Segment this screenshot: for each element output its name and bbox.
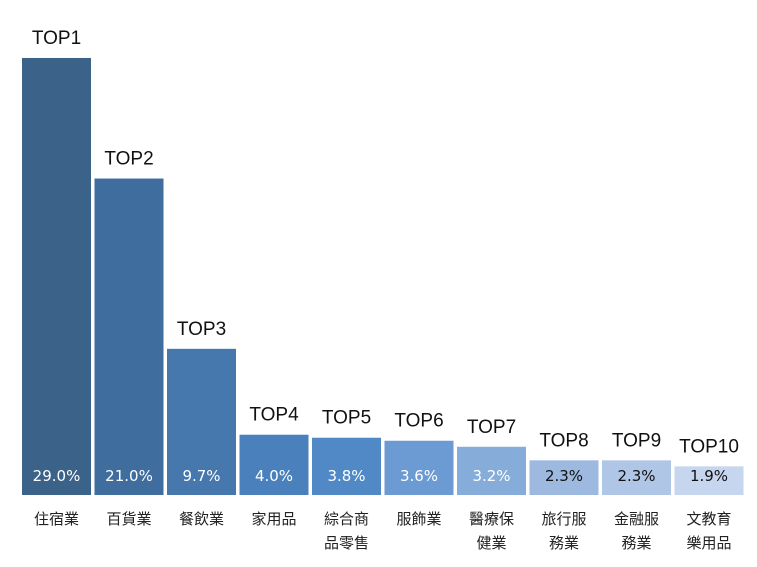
bar: [22, 57, 91, 495]
rank-label: TOP4: [249, 405, 299, 426]
rank-label: TOP2: [104, 149, 153, 170]
category-label: 醫療保健業: [468, 510, 514, 552]
rank-label: TOP1: [32, 28, 81, 49]
rank-label: TOP5: [322, 408, 371, 429]
bar: [167, 348, 236, 495]
value-label: 2.3%: [545, 467, 583, 485]
bar: [674, 466, 744, 495]
bar: [94, 178, 164, 495]
bar: [239, 434, 309, 495]
value-label: 21.0%: [105, 467, 153, 485]
rank-label: TOP3: [177, 319, 226, 340]
value-label: 3.8%: [327, 467, 365, 485]
category-label: 文教育樂用品: [686, 510, 732, 552]
category-label: 家用品: [251, 510, 297, 528]
category-label: 綜合商品零售: [323, 510, 369, 552]
bar: [384, 440, 454, 495]
value-label: 2.3%: [617, 467, 655, 485]
rank-label: TOP9: [612, 430, 661, 451]
rank-label: TOP6: [394, 411, 443, 432]
value-label: 9.7%: [182, 467, 220, 485]
value-label: 1.9%: [690, 467, 728, 485]
bar: [602, 460, 671, 495]
rank-label: TOP8: [539, 430, 588, 451]
category-label: 餐飲業: [178, 510, 224, 528]
value-label: 3.2%: [472, 467, 510, 485]
value-label: 29.0%: [33, 467, 81, 485]
category-label: 服飾業: [396, 510, 442, 528]
category-label: 百貨業: [106, 510, 152, 528]
rank-label: TOP7: [467, 417, 516, 438]
bar: [312, 437, 381, 495]
category-label: 旅行服務業: [541, 510, 587, 552]
category-label: 住宿業: [33, 510, 79, 528]
bar: [457, 446, 526, 495]
bar: [529, 460, 599, 495]
value-label: 4.0%: [255, 467, 293, 485]
value-label: 3.6%: [400, 467, 438, 485]
rank-label: TOP10: [679, 436, 739, 457]
category-label: 金融服務業: [613, 510, 659, 552]
